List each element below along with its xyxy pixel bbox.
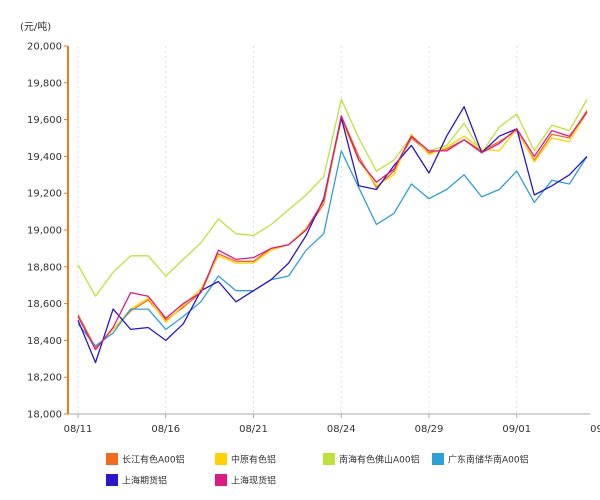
x-tick-label: 08/21	[239, 424, 268, 435]
y-tick-label: 19,200	[27, 189, 62, 200]
x-tick-label: 09/06	[590, 424, 600, 435]
y-tick-label: 18,800	[27, 262, 62, 273]
series-line-1	[77, 110, 588, 349]
legend-label: 中原有色铝	[231, 454, 276, 466]
y-tick-label: 18,000	[27, 410, 62, 421]
legend-label: 广东南储华南A00铝	[448, 454, 529, 466]
y-tick-label: 19,000	[27, 226, 62, 237]
legend-label: 南海有色佛山A00铝	[339, 454, 420, 466]
y-tick-label: 19,400	[27, 152, 62, 163]
legend-swatch	[323, 453, 335, 465]
legend-swatch	[215, 453, 227, 465]
series-line-5	[77, 106, 588, 364]
legend-swatch	[106, 453, 118, 465]
axes: 18,000 18,200 18,400 18,600 18,800 19,000 19,2…	[27, 42, 600, 436]
series-line-2	[77, 111, 588, 351]
legend-swatch	[432, 453, 444, 465]
y-tick-label: 18,600	[27, 299, 62, 310]
grid-lines	[77, 46, 518, 414]
y-tick-label: 19,600	[27, 115, 62, 126]
y-tick-label: 19,800	[27, 78, 62, 89]
y-tick-label: 20,000	[27, 42, 62, 53]
series-line-4	[77, 150, 588, 347]
legend-label: 上海期货铝	[122, 475, 167, 487]
x-tick-label: 08/24	[327, 424, 356, 435]
legend-label: 长江有色A00铝	[122, 454, 185, 466]
x-tick-label: 08/11	[64, 424, 93, 435]
x-tick-label: 08/16	[151, 424, 180, 435]
y-tick-label: 18,200	[27, 373, 62, 384]
series-line-3	[77, 98, 588, 297]
y-unit-label: (元/吨)	[20, 20, 51, 33]
legend-swatch	[215, 474, 227, 486]
legend-swatch	[106, 474, 118, 486]
series-lines	[77, 98, 588, 364]
x-tick-label: 08/29	[415, 424, 444, 435]
series-line-6	[77, 111, 588, 351]
legend-label: 上海现货铝	[231, 475, 276, 487]
x-tick-label: 09/01	[502, 424, 531, 435]
y-tick-label: 18,400	[27, 336, 62, 347]
